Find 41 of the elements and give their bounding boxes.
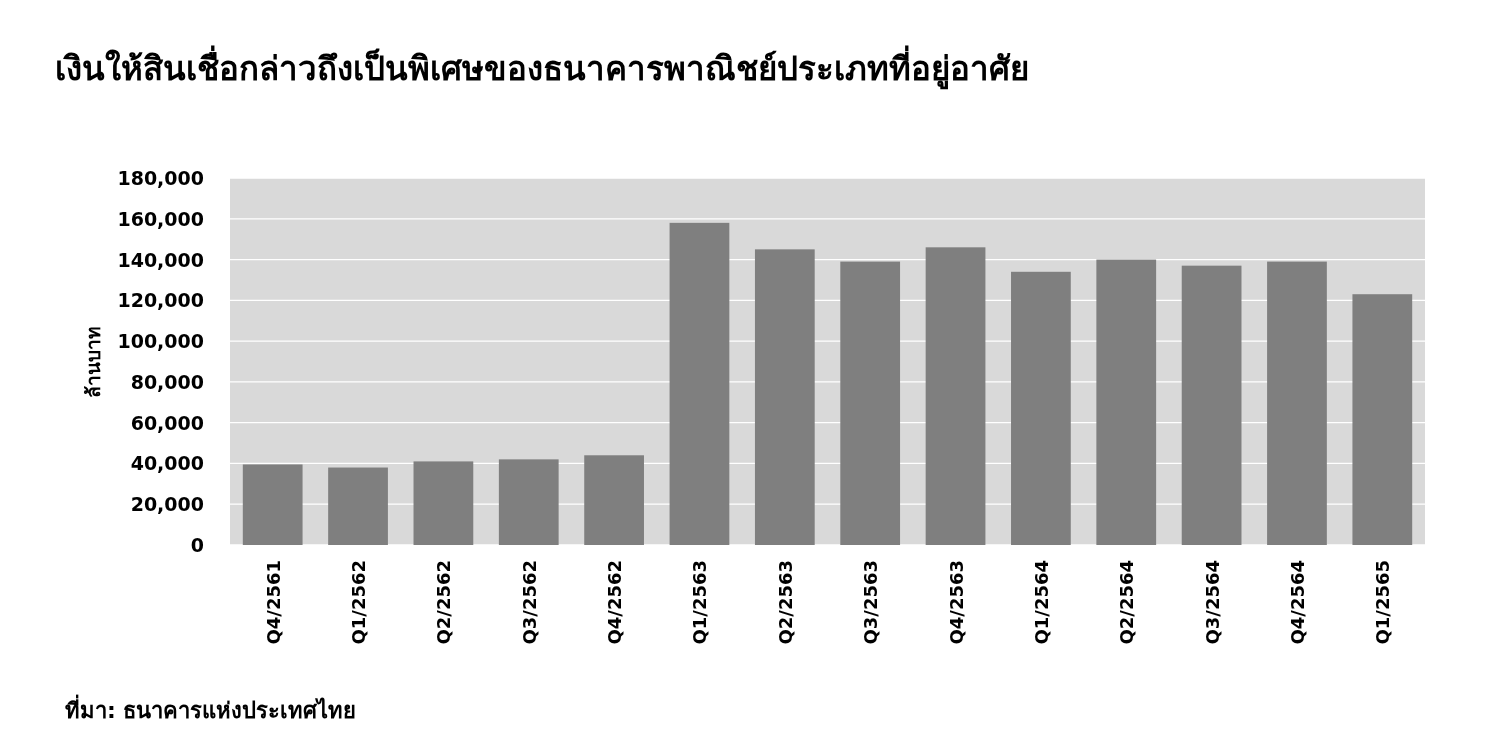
- x-tick-label: Q3/2563: [860, 560, 882, 645]
- bar: [925, 247, 986, 545]
- x-tick-label: Q4/2562: [604, 560, 626, 645]
- x-tick-label: Q3/2564: [1201, 560, 1223, 645]
- bar: [498, 459, 559, 545]
- y-tick-label: 40,000: [130, 452, 204, 475]
- y-tick-label: 160,000: [117, 207, 204, 230]
- x-tick-label: Q2/2564: [1116, 560, 1138, 645]
- bar: [840, 261, 901, 545]
- y-tick-label: 180,000: [117, 167, 204, 189]
- y-tick-label: 20,000: [130, 493, 204, 516]
- x-tick-label: Q2/2563: [774, 560, 796, 645]
- x-tick-label: Q4/2563: [945, 560, 967, 645]
- x-tick-label: Q4/2561: [262, 560, 284, 645]
- chart-title: เงินให้สินเชื่อกล่าวถึงเป็นพิเศษของธนาคารพาณิชย์ประเภทที่อยู่อาศัย: [55, 45, 1029, 90]
- bar: [242, 464, 303, 545]
- bar: [1181, 265, 1242, 545]
- y-tick-label: 140,000: [117, 248, 204, 271]
- y-tick-label: 80,000: [130, 370, 204, 393]
- bar: [1011, 271, 1071, 545]
- x-tick-label: Q4/2564: [1286, 560, 1308, 645]
- x-tick-label: Q1/2564: [1030, 560, 1052, 645]
- x-tick-label: Q1/2565: [1372, 560, 1394, 645]
- bar: [754, 249, 815, 545]
- y-tick-label: 0: [190, 534, 204, 556]
- bar: [1267, 261, 1327, 545]
- bar: [584, 455, 644, 545]
- bar: [669, 222, 730, 545]
- x-tick-label: Q1/2563: [689, 560, 711, 645]
- x-tick-label: Q2/2562: [433, 560, 455, 645]
- y-axis-title: ล้านบาท: [82, 325, 104, 398]
- x-tick-label: Q3/2562: [518, 560, 540, 645]
- y-tick-label: 60,000: [130, 411, 204, 434]
- bar: [1352, 294, 1413, 545]
- bar: [413, 461, 474, 545]
- bar: [1096, 259, 1157, 545]
- y-tick-label: 100,000: [117, 330, 204, 353]
- x-tick-label: Q1/2562: [348, 560, 370, 645]
- text: ที่มา: ธนาคารแห่งประเทศไทย: [65, 694, 357, 723]
- y-tick-label: 120,000: [117, 289, 204, 312]
- bar: [328, 467, 388, 545]
